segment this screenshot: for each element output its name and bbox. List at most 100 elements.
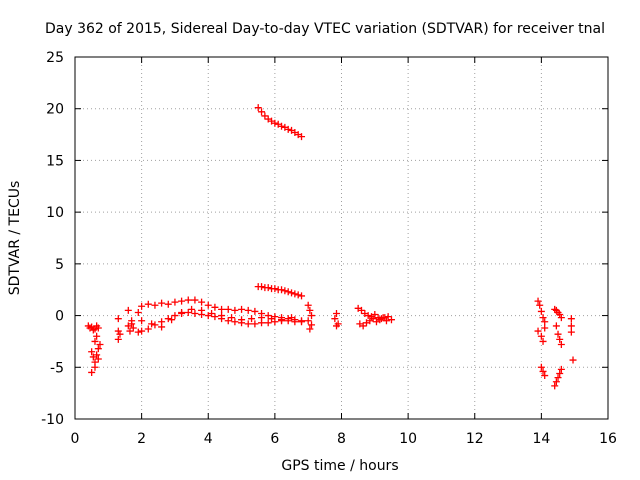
- data-point: [244, 320, 252, 328]
- data-point: [264, 284, 272, 292]
- data-point: [231, 318, 239, 326]
- data-point: [231, 306, 239, 314]
- data-point: [539, 337, 547, 345]
- y-axis-label: SDTVAR / TECUs: [7, 181, 23, 296]
- data-point: [138, 327, 146, 335]
- data-point: [151, 321, 159, 329]
- data-point: [128, 320, 136, 328]
- data-point: [556, 311, 564, 319]
- data-point: [379, 314, 387, 322]
- data-point: [369, 315, 377, 323]
- data-point: [357, 306, 365, 314]
- data-point: [151, 301, 159, 309]
- data-point: [258, 108, 266, 116]
- data-point: [278, 316, 286, 324]
- data-point: [567, 328, 575, 336]
- data-point: [534, 297, 542, 305]
- data-point: [556, 369, 564, 377]
- series-band-lower: [134, 308, 306, 336]
- data-point: [288, 289, 296, 297]
- data-point: [278, 122, 286, 130]
- data-point: [208, 310, 216, 318]
- data-points: [84, 104, 577, 390]
- data-point: [537, 363, 545, 371]
- data-point: [552, 378, 560, 386]
- data-point: [126, 327, 134, 335]
- y-tick-label: 10: [46, 205, 64, 221]
- data-point: [554, 374, 562, 382]
- series-arc-upper: [254, 104, 306, 141]
- data-point: [291, 318, 299, 326]
- x-tick-label: 12: [466, 431, 484, 447]
- data-point: [171, 312, 179, 320]
- data-point: [184, 296, 192, 304]
- series-end: [534, 297, 577, 390]
- data-point: [116, 330, 124, 338]
- data-point: [88, 348, 96, 356]
- data-point: [304, 301, 312, 309]
- data-point: [264, 319, 272, 327]
- data-point: [96, 341, 104, 349]
- data-point: [158, 323, 166, 331]
- data-point: [271, 119, 279, 127]
- data-point: [377, 315, 385, 323]
- data-point: [164, 300, 172, 308]
- data-point: [224, 305, 232, 313]
- data-point: [271, 318, 279, 326]
- data-point: [218, 312, 226, 320]
- data-point: [251, 307, 259, 315]
- data-point: [271, 285, 279, 293]
- data-point: [304, 317, 312, 325]
- x-tick-label: 14: [532, 431, 550, 447]
- data-point: [191, 310, 199, 318]
- data-point: [382, 317, 390, 325]
- data-point: [333, 322, 341, 330]
- data-point: [534, 327, 542, 335]
- data-point: [184, 308, 192, 316]
- x-tick-label: 0: [71, 431, 80, 447]
- data-point: [251, 320, 259, 328]
- data-point: [359, 322, 367, 330]
- data-point: [298, 318, 306, 326]
- data-point: [114, 335, 122, 343]
- data-point: [364, 312, 372, 320]
- x-tick-label: 4: [204, 431, 213, 447]
- data-point: [264, 312, 272, 320]
- x-tick-label: 2: [137, 431, 146, 447]
- series-band-center: [138, 305, 296, 331]
- data-point: [164, 315, 172, 323]
- data-point: [171, 298, 179, 306]
- series-early: [84, 306, 137, 376]
- data-point: [308, 312, 316, 320]
- series-arc-mid: [254, 283, 306, 300]
- data-point: [291, 290, 299, 298]
- data-point: [211, 313, 219, 321]
- data-point: [298, 292, 306, 300]
- data-point: [331, 315, 339, 323]
- data-point: [88, 368, 96, 376]
- axis-ticks: 0 2 4 6 8 10 12 14 16 -10 -5 0 5 10 15 20 25: [41, 50, 617, 447]
- data-point: [244, 306, 252, 314]
- data-point: [238, 316, 246, 324]
- data-point: [268, 315, 276, 323]
- y-tick-label: 0: [55, 309, 64, 325]
- data-point: [284, 288, 292, 296]
- data-point: [536, 301, 544, 309]
- data-point: [178, 297, 186, 305]
- data-point: [204, 301, 212, 309]
- y-tick-label: -5: [50, 360, 64, 376]
- data-point: [333, 310, 341, 318]
- data-point: [89, 326, 97, 334]
- x-axis-label: GPS time / hours: [281, 458, 398, 474]
- data-point: [556, 335, 564, 343]
- x-tick-label: 10: [399, 431, 417, 447]
- data-point: [198, 306, 206, 314]
- x-tick-label: 8: [337, 431, 346, 447]
- data-point: [91, 325, 99, 333]
- data-point: [284, 317, 292, 325]
- data-point: [308, 321, 316, 329]
- data-point: [557, 314, 565, 322]
- data-point: [124, 306, 132, 314]
- data-point: [537, 307, 545, 315]
- data-point: [387, 316, 395, 324]
